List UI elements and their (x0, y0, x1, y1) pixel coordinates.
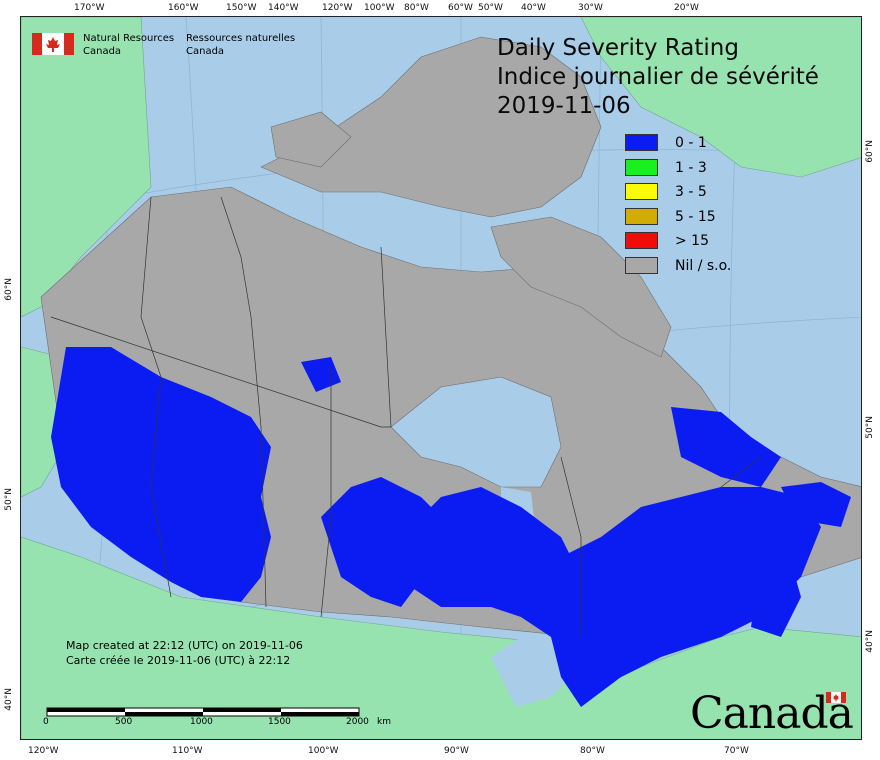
title-english: Daily Severity Rating (497, 35, 739, 61)
agency-name-en-line1: Natural Resources (83, 33, 175, 44)
map-canvas (20, 16, 862, 740)
scale-label: 0 (43, 717, 49, 727)
newfoundland-low (781, 482, 851, 527)
graticule-label: 170°W (74, 3, 105, 13)
agency-name-en: Natural Resources Canada (83, 32, 193, 58)
other-land (21, 17, 861, 739)
agency-name-fr-line1: Ressources naturelles (186, 33, 296, 44)
graticule-label: 100°W (364, 3, 395, 13)
graticule-label: 110°W (172, 746, 203, 756)
scale-bar-graphic (46, 707, 360, 717)
arctic-islands-nil (260, 36, 602, 218)
agency-name-fr: Ressources naturelles Canada (186, 32, 296, 58)
wordmark-flag-icon (826, 692, 846, 703)
graticule-label: 60°N (865, 140, 875, 163)
legend-swatch (625, 183, 658, 200)
scale-label: 2000 (346, 717, 369, 727)
victoria-island-nil (270, 111, 352, 168)
title-french: Indice journalier de sévérité (497, 64, 819, 90)
graticule-label: 120°W (28, 746, 59, 756)
graticule-label: 150°W (226, 3, 257, 13)
graticule-label: 30°W (578, 3, 603, 13)
scale-label: 500 (115, 717, 133, 727)
hudson-bay-water (390, 376, 562, 488)
severity-low-areas (51, 347, 851, 707)
graticule-label: 40°N (4, 688, 14, 711)
graticule-label: 90°W (444, 746, 469, 756)
scale-unit: km (377, 717, 391, 727)
legend-label: 3 - 5 (675, 184, 707, 200)
credit-french: Carte créée le 2019-11-06 (UTC) à 22:12 (66, 654, 291, 667)
legend-swatch (625, 134, 658, 151)
quebec-low (551, 487, 821, 707)
canada-flag-icon (32, 33, 74, 55)
credit-english: Map created at 22:12 (UTC) on 2019-11-06 (66, 639, 303, 652)
legend-label: Nil / s.o. (675, 257, 732, 274)
legend-label: 1 - 3 (675, 159, 707, 176)
baffin-island-nil (490, 216, 672, 358)
bc-alberta-low (51, 347, 271, 602)
agency-name-en-line2: Canada (83, 46, 122, 57)
scale-bar: 0 500 1000 1500 2000 km (43, 703, 391, 727)
graticule-label: 60°N (4, 278, 14, 301)
title-date: 2019-11-06 (497, 93, 631, 119)
graticule-label: 60°W (448, 3, 473, 13)
graticule-label: 50°N (4, 488, 14, 511)
scale-label: 1000 (190, 717, 213, 727)
legend-swatch (625, 232, 658, 249)
graticule-label: 70°W (724, 746, 749, 756)
legend-swatch (625, 158, 658, 176)
legend-swatch (625, 207, 658, 225)
graticule-label: 80°W (404, 3, 429, 13)
alaska-land (21, 17, 152, 318)
graticule-label: 20°W (674, 3, 699, 13)
graticule-label: 80°W (580, 746, 605, 756)
map-title: Daily Severity Rating Indice journalier … (497, 34, 819, 121)
graticule-label: 160°W (168, 3, 199, 13)
legend-label: 5 - 15 (675, 208, 716, 225)
maritimes-low (751, 557, 801, 637)
graticule-label: 50°W (478, 3, 503, 13)
scale-label: 1500 (268, 717, 291, 727)
graticule-label: 100°W (308, 746, 339, 756)
legend-swatch (625, 256, 658, 274)
graticule-label: 140°W (268, 3, 299, 13)
graticule-label: 40°W (521, 3, 546, 13)
agency-name-fr-line2: Canada (186, 46, 225, 57)
map-credits: Map created at 22:12 (UTC) on 2019-11-06… (66, 638, 303, 668)
graticule-label: 50°N (865, 416, 875, 439)
graticule-label: 40°N (865, 630, 875, 653)
labrador-low (671, 407, 781, 487)
graticule-label: 120°W (322, 3, 353, 13)
legend-label: > 15 (675, 233, 709, 249)
map-svg (21, 17, 861, 739)
greenland-land (580, 17, 861, 178)
ontario-low (401, 487, 581, 637)
legend-label: 0 - 1 (675, 135, 707, 151)
province-borders (50, 196, 762, 637)
